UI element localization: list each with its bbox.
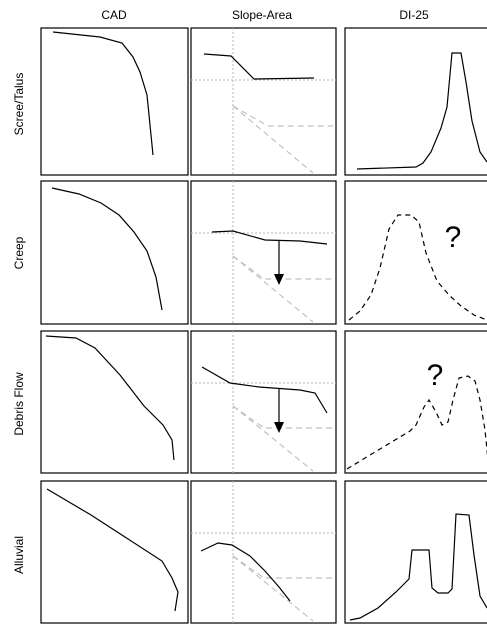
reference-line: [233, 556, 333, 578]
panel-creep-cad: [41, 181, 188, 324]
arrowhead: [274, 422, 284, 433]
column-title-di25: DI-25: [399, 8, 429, 22]
row-creep: ?: [41, 181, 487, 324]
slope-area-curve: [201, 543, 290, 601]
reference-line: [233, 406, 333, 428]
slope-area-curve: [202, 367, 327, 413]
panel-alluvial-di25: [345, 481, 487, 623]
panel-alluvial-cad: [41, 481, 188, 623]
row-scree-talus: [41, 28, 487, 175]
cad-curve: [52, 188, 162, 310]
cad-curve: [46, 336, 174, 460]
reference-line: [233, 106, 333, 126]
uncertainty-mark: ?: [427, 359, 444, 392]
row-title-scree-talus: Scree/Talus: [12, 73, 26, 136]
cad-curve: [47, 489, 178, 611]
reference-diagonal: [233, 406, 313, 471]
di25-curve: [350, 514, 487, 620]
row-debris-flow: ?: [41, 331, 487, 473]
reference-diagonal: [233, 556, 313, 621]
panel-creep-slope-area: [191, 181, 336, 324]
panel-scree-talus-di25: [345, 28, 487, 175]
panel-creep-di25: ?: [345, 181, 487, 324]
slope-area-curve: [204, 54, 314, 79]
panel-alluvial-slope-area: [191, 481, 336, 623]
cad-curve: [53, 32, 153, 155]
row-title-creep: Creep: [12, 236, 26, 269]
reference-diagonal: [233, 256, 313, 322]
column-title-slope-area: Slope-Area: [232, 8, 292, 22]
di25-curve: [347, 376, 487, 469]
di25-curve: [349, 215, 487, 320]
di25-curve: [357, 53, 487, 169]
panel-scree-talus-cad: [41, 28, 188, 175]
panel-debris-flow-cad: [41, 331, 188, 473]
uncertainty-mark: ?: [445, 221, 462, 254]
row-title-debris-flow: Debris Flow: [12, 372, 26, 436]
column-title-cad: CAD: [101, 8, 127, 22]
panel-scree-talus-slope-area: [191, 28, 336, 175]
panel-debris-flow-di25: ?: [345, 331, 487, 473]
panel-debris-flow-slope-area: [191, 331, 336, 473]
row-title-alluvial: Alluvial: [12, 536, 26, 574]
reference-diagonal: [233, 106, 313, 173]
slope-area-curve: [212, 231, 327, 244]
row-alluvial: [41, 481, 487, 623]
